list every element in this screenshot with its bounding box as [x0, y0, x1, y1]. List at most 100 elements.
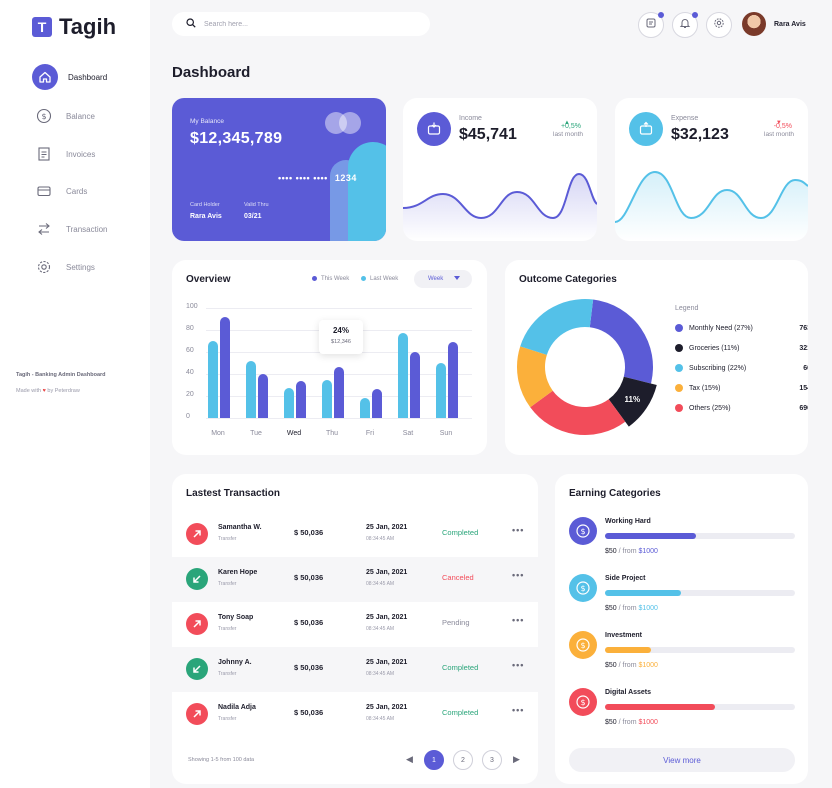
bar: [398, 333, 408, 418]
bell-icon: [679, 16, 691, 34]
message-icon: [645, 16, 657, 34]
arrow-down-left-icon: [186, 658, 208, 680]
bar: [360, 398, 370, 418]
notifications-button[interactable]: [672, 12, 698, 38]
wallet-out-icon: [629, 112, 663, 146]
income-label: Income: [459, 115, 482, 122]
earning-target: $1000: [638, 605, 658, 612]
y-tick-label: 60: [186, 347, 194, 354]
earning-target: $1000: [638, 719, 658, 726]
legend-item[interactable]: Groceries (11%) 321: [675, 344, 808, 352]
avatar: [742, 12, 766, 36]
arrow-up-right-icon: [186, 523, 208, 545]
legend-item[interactable]: Subscribing (22%) 60: [675, 364, 808, 372]
transaction-type: Transfer: [218, 581, 237, 587]
table-row[interactable]: Johnny A. Transfer $ 50,036 25 Jan, 2021 08:…: [172, 647, 538, 692]
expense-card[interactable]: Expense $32,123 ▼ -0,5% last month: [615, 98, 808, 241]
legend-item[interactable]: Tax (15%) 154: [675, 384, 808, 392]
donut-slice: [589, 299, 653, 384]
status-badge: Pending: [442, 618, 470, 627]
chart-tooltip: 24% $12,346: [319, 320, 363, 354]
nav-item-dashboard[interactable]: Dashboard: [32, 64, 107, 90]
dollar-icon: $: [569, 517, 597, 545]
earning-item[interactable]: $ Investment $50 / from $1000: [569, 631, 799, 681]
nav-item-invoices[interactable]: Invoices: [32, 141, 95, 167]
earning-amount: $50: [605, 662, 617, 669]
more-options-icon[interactable]: •••: [512, 615, 525, 625]
transaction-type: Transfer: [218, 626, 237, 632]
dollar-icon: $: [32, 104, 56, 128]
transaction-amount: $ 50,036: [294, 663, 324, 672]
page-button-1[interactable]: 1: [424, 750, 444, 770]
legend-label: Groceries (11%): [689, 344, 740, 352]
user-menu[interactable]: Rara Avis: [742, 12, 806, 36]
balance-card[interactable]: My Balance $12,345,789 •••• •••• •••• 12…: [172, 98, 386, 241]
prev-page-icon[interactable]: ◀: [406, 754, 413, 764]
expense-change-value: -0,5%: [773, 123, 792, 130]
earning-item[interactable]: $ Working Hard $50 / from $1000: [569, 517, 799, 567]
table-row[interactable]: Samantha W. Transfer $ 50,036 25 Jan, 2021 0…: [172, 512, 538, 557]
donut-slice: [517, 346, 553, 408]
next-page-icon[interactable]: ▶: [513, 754, 520, 764]
legend-item[interactable]: Others (25%) 696: [675, 404, 808, 412]
arrow-up-right-icon: [186, 613, 208, 635]
nav-item-cards[interactable]: Cards: [32, 178, 87, 204]
view-more-button[interactable]: View more: [569, 748, 795, 772]
income-card[interactable]: Income $45,741 ▲ +0,5% last month: [403, 98, 597, 241]
table-row[interactable]: Karen Hope Transfer $ 50,036 25 Jan, 2021 08…: [172, 557, 538, 602]
legend-dot: [361, 276, 366, 281]
y-tick-label: 40: [186, 369, 194, 376]
bar: [322, 379, 332, 418]
messages-button[interactable]: [638, 12, 664, 38]
legend-label: Tax (15%): [689, 384, 721, 392]
nav-label: Transaction: [66, 224, 108, 234]
card-holder-label: Card Holder: [190, 202, 220, 208]
bar: [372, 389, 382, 418]
bar: [448, 342, 458, 418]
trend-up-icon: ▲: [564, 120, 570, 126]
transaction-time: 08:34:45 AM: [366, 716, 395, 722]
logo[interactable]: T Tagih: [32, 14, 116, 40]
x-tick-label: Thu: [325, 430, 339, 437]
dollar-icon: $: [569, 631, 597, 659]
made-with-text: Made with: [16, 388, 42, 394]
table-row[interactable]: Tony Soap Transfer $ 50,036 25 Jan, 2021 08:…: [172, 602, 538, 647]
earning-title: Earning Categories: [569, 488, 661, 499]
page-button-2[interactable]: 2: [453, 750, 473, 770]
legend-this-week[interactable]: This Week: [312, 276, 349, 282]
more-options-icon[interactable]: •••: [512, 570, 525, 580]
more-options-icon[interactable]: •••: [512, 705, 525, 715]
legend-last-week[interactable]: Last Week: [361, 276, 398, 282]
legend-label: This Week: [321, 276, 350, 283]
more-options-icon[interactable]: •••: [512, 525, 525, 535]
search-input[interactable]: [204, 20, 404, 28]
nav-item-balance[interactable]: $ Balance: [32, 103, 95, 129]
x-tick-label: Sun: [439, 430, 453, 437]
earning-title: Side Project: [605, 575, 646, 582]
transactions-card: Lastest Transaction Samantha W. Transfer $…: [172, 474, 538, 784]
legend-item[interactable]: Monthly Need (27%) 763: [675, 324, 808, 332]
valid-thru-label: Valid Thru: [244, 202, 269, 208]
nav-label: Dashboard: [68, 72, 108, 82]
nav-item-settings[interactable]: Settings: [32, 254, 95, 280]
transaction-date: 25 Jan, 2021: [366, 614, 408, 621]
search-bar[interactable]: [172, 12, 430, 36]
nav-item-transaction[interactable]: Transaction: [32, 216, 108, 242]
period-dropdown[interactable]: Week: [414, 270, 472, 288]
page-button-3[interactable]: 3: [482, 750, 502, 770]
status-badge: Completed: [442, 708, 479, 717]
transaction-amount: $ 50,036: [294, 528, 324, 537]
bar: [436, 363, 446, 418]
overview-title: Overview: [186, 274, 231, 285]
table-row[interactable]: Nadila Adja Transfer $ 50,036 25 Jan, 2021 0…: [172, 692, 538, 737]
earning-item[interactable]: $ Side Project $50 / from $1000: [569, 574, 799, 624]
income-change-value: +0,5%: [560, 123, 581, 130]
more-options-icon[interactable]: •••: [512, 660, 525, 670]
legend-value: 321: [799, 344, 808, 352]
earning-amount: $50: [605, 548, 617, 555]
legend-label: Monthly Need (27%): [689, 324, 753, 332]
legend-dot: [312, 276, 317, 281]
earning-item[interactable]: $ Digital Assets $50 / from $1000: [569, 688, 799, 738]
x-tick-label: Wed: [286, 430, 302, 437]
settings-button[interactable]: [706, 12, 732, 38]
